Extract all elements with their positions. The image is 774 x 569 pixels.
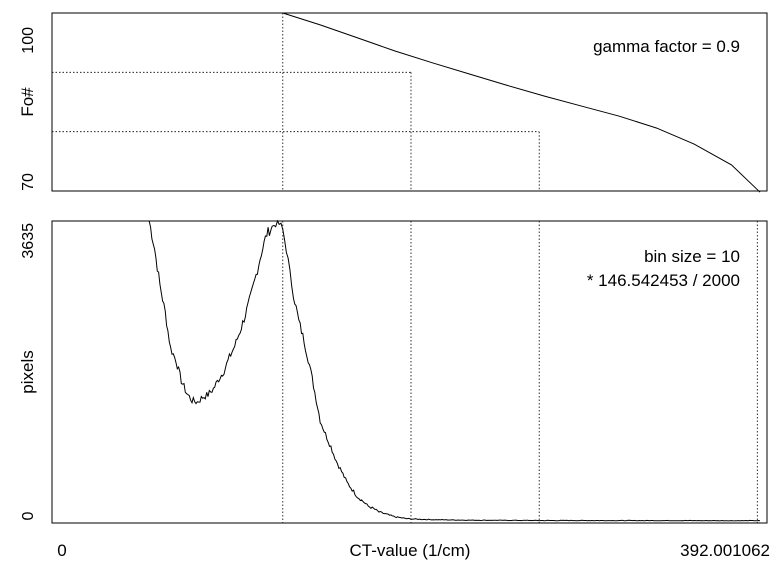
bottom-panel-guides	[282, 221, 758, 523]
top-y-axis-label: Fo#	[18, 87, 37, 117]
x-axis-label: CT-value (1/cm)	[350, 541, 471, 560]
fo-line-series	[282, 12, 761, 193]
x-tick-left: 0	[57, 541, 66, 560]
bottom-panel: pixels 3635 0 bin size = 10 * 146.542453…	[18, 219, 768, 524]
pixels-histogram-series	[148, 219, 761, 522]
gamma-factor-annotation: gamma factor = 0.9	[593, 37, 740, 56]
bin-scale-annotation: * 146.542453 / 2000	[587, 271, 740, 290]
bottom-y-tick-min: 0	[20, 511, 37, 520]
top-panel: Fo# 100 70 gamma factor = 0.9	[18, 12, 768, 193]
top-panel-guides	[52, 13, 540, 191]
top-y-tick-max: 100	[20, 27, 37, 54]
bin-size-annotation: bin size = 10	[644, 247, 740, 266]
bottom-y-axis-label: pixels	[18, 350, 37, 393]
top-panel-frame	[51, 12, 768, 192]
bottom-panel-frame	[51, 220, 768, 524]
top-y-tick-min: 70	[20, 173, 37, 191]
x-tick-right: 392.001062	[680, 541, 770, 560]
bottom-y-tick-max: 3635	[20, 223, 37, 259]
